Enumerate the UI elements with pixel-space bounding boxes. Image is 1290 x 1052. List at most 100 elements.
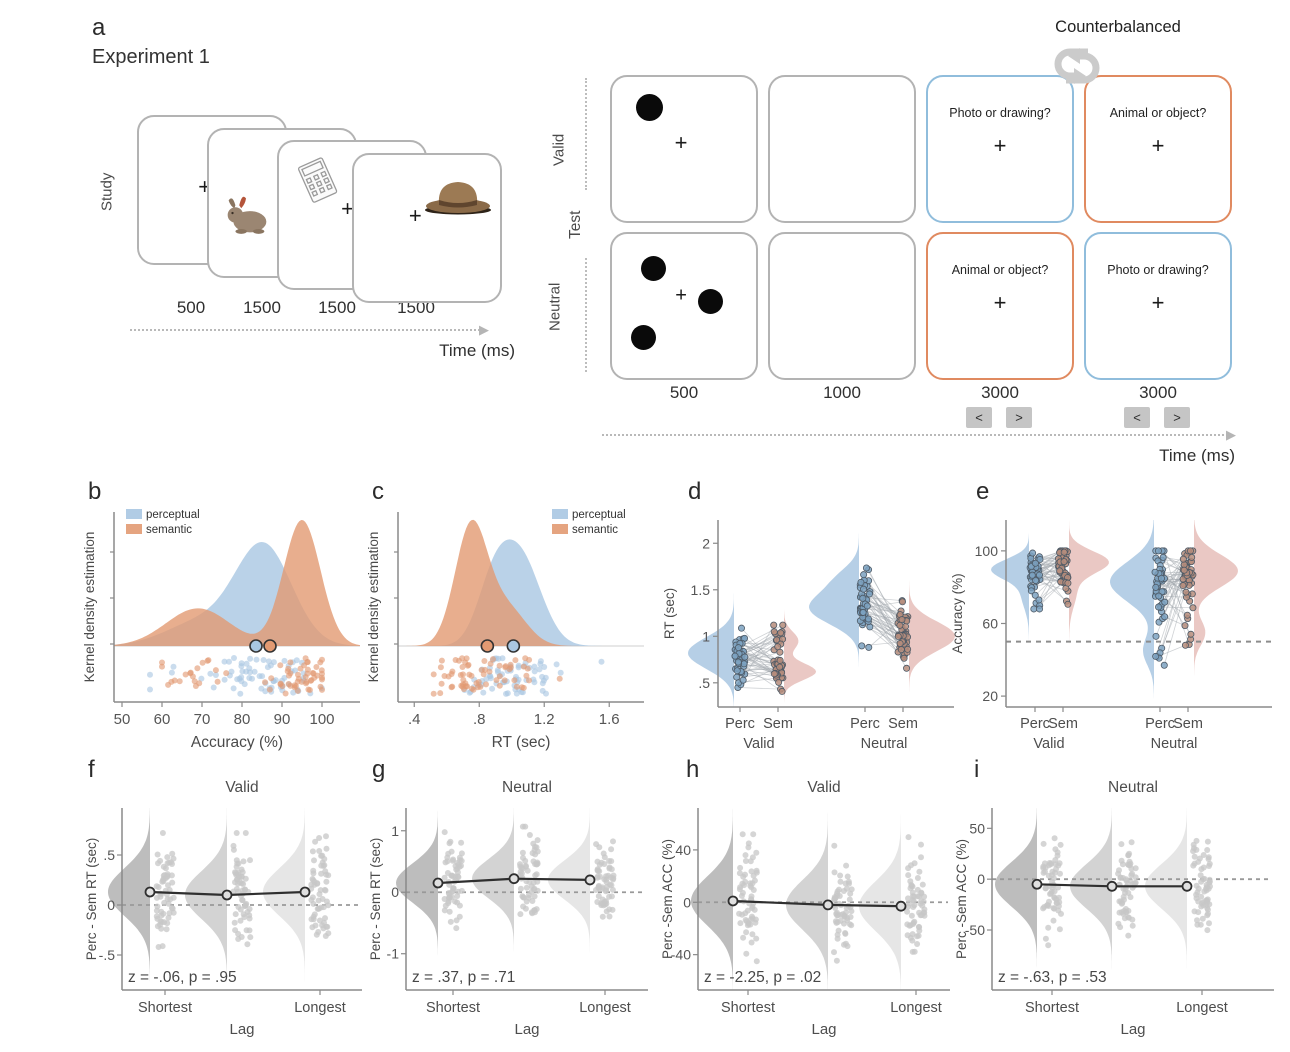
fixation-cross: + (408, 203, 422, 229)
svg-text:RT (sec): RT (sec) (662, 588, 677, 639)
svg-text:.8: .8 (473, 711, 486, 728)
svg-text:.5: .5 (698, 675, 710, 691)
counterbalanced-label: Counterbalanced (1055, 18, 1181, 36)
svg-text:.5: .5 (103, 847, 115, 863)
svg-text:z = -.06, p = .95: z = -.06, p = .95 (128, 969, 237, 986)
svg-text:Valid: Valid (1033, 736, 1064, 752)
key-right-icon: > (1164, 407, 1190, 428)
svg-text:0: 0 (977, 871, 985, 887)
test-time-2: 1000 (823, 383, 861, 402)
panel-f-chart: .5 0 -.5 Shortest Longest Lag Valid z = -.06, p… (84, 779, 362, 1038)
test-time-3: 3000 (981, 383, 1019, 402)
panel-h-letter: h (686, 756, 700, 783)
svg-text:Lag: Lag (514, 1021, 539, 1038)
svg-text:Sem: Sem (1048, 716, 1078, 732)
svg-text:Perc: Perc (725, 716, 755, 732)
fixation-cross: + (1151, 133, 1165, 159)
svg-text:1.5: 1.5 (691, 582, 711, 598)
test-time-axis (602, 434, 1228, 436)
panel-g-letter: g (372, 756, 386, 783)
svg-text:Perc - Sem RT (sec): Perc - Sem RT (sec) (84, 838, 99, 961)
hat-icon (424, 181, 491, 215)
task-question: Photo or drawing? (1107, 262, 1209, 277)
svg-text:-.5: -.5 (99, 947, 116, 963)
svg-text:50: 50 (114, 711, 131, 728)
svg-text:perceptual: perceptual (146, 509, 200, 521)
svg-text:20: 20 (982, 688, 998, 704)
panel-e-chart: 1006020PercSemValidPercSemNeutralAccurac… (950, 520, 1272, 752)
test-time-4: 3000 (1139, 383, 1177, 402)
svg-text:Longest: Longest (579, 1000, 631, 1016)
neutral-frame-blank (768, 232, 916, 380)
panel-a-letter: a (92, 14, 106, 41)
valid-frame-semantic-task: Animal or object? + (1084, 75, 1232, 223)
svg-text:Shortest: Shortest (1025, 1000, 1079, 1016)
neutral-frame-semantic-task: Animal or object? + (926, 232, 1074, 380)
svg-text:-1: -1 (387, 946, 400, 962)
panel-i-chart: 50 0 -50 Shortest Longest Lag Neutral z = -.63,… (954, 779, 1274, 1038)
neutral-row-label: Neutral (546, 282, 564, 332)
svg-text:Perc: Perc (1145, 716, 1175, 732)
experiment-title: Experiment 1 (92, 46, 210, 68)
study-time-2: 1500 (243, 298, 281, 317)
test-time-axis-label: Time (ms) (1159, 446, 1235, 465)
valid-frame-cue: + (610, 75, 758, 223)
svg-text:100: 100 (309, 711, 334, 728)
key-left-icon: < (1124, 407, 1150, 428)
svg-text:Lag: Lag (1120, 1021, 1145, 1038)
svg-text:Accuracy (%): Accuracy (%) (191, 734, 283, 751)
svg-text:Longest: Longest (890, 1000, 942, 1016)
rabbit-icon (227, 197, 267, 235)
cue-dot (698, 288, 724, 314)
fixation-cross: + (993, 133, 1007, 159)
test-time-1: 500 (669, 383, 699, 402)
panel-c-chart: .4 .8 1.2 1.6 RT (sec) Kernel density estimat… (366, 509, 644, 751)
svg-text:Neutral: Neutral (1151, 736, 1198, 752)
test-bracket-line (585, 258, 587, 372)
svg-text:Neutral: Neutral (861, 736, 908, 752)
svg-text:Sem: Sem (763, 716, 793, 732)
cue-dot (636, 94, 664, 122)
svg-text:Lag: Lag (229, 1021, 254, 1038)
svg-text:Sem: Sem (1173, 716, 1203, 732)
svg-text:80: 80 (234, 711, 251, 728)
svg-text:-40: -40 (671, 947, 691, 963)
valid-frame-perceptual-task: Photo or drawing? + (926, 75, 1074, 223)
fixation-cross: + (675, 284, 687, 307)
svg-text:40: 40 (675, 842, 691, 858)
test-label: Test (567, 210, 584, 240)
panel-e-letter: e (976, 478, 990, 505)
svg-text:1.2: 1.2 (534, 711, 555, 728)
task-question: Animal or object? (951, 262, 1049, 277)
cue-dot (630, 324, 656, 350)
svg-text:.4: .4 (408, 711, 421, 728)
svg-text:60: 60 (154, 711, 171, 728)
study-time-arrowhead-icon: ▶ (479, 322, 489, 337)
fixation-cross: + (993, 290, 1007, 316)
svg-text:RT (sec): RT (sec) (492, 734, 551, 751)
svg-text:0: 0 (391, 884, 399, 900)
task-question: Animal or object? (1109, 105, 1207, 120)
panel-i-letter: i (974, 756, 980, 783)
study-time-1: 500 (176, 298, 206, 317)
svg-text:z = -2.25, p = .02: z = -2.25, p = .02 (704, 969, 821, 986)
svg-text:Perc -Sem ACC (%): Perc -Sem ACC (%) (660, 839, 675, 959)
svg-text:Kernel density estimation: Kernel density estimation (82, 532, 97, 683)
test-bracket-line (585, 78, 587, 190)
svg-text:100: 100 (975, 543, 999, 559)
fixation-cross: + (1151, 290, 1165, 316)
valid-row-label: Valid (550, 133, 568, 167)
neutral-frame-perceptual-task: Photo or drawing? + (1084, 232, 1232, 380)
study-label: Study (98, 172, 116, 212)
svg-text:50: 50 (969, 820, 985, 836)
panel-h-chart: 40 0 -40 Shortest Longest Lag Valid z = -2.25, … (660, 779, 950, 1038)
svg-text:Perc: Perc (1020, 716, 1050, 732)
svg-text:Perc -Sem ACC (%): Perc -Sem ACC (%) (954, 839, 969, 959)
svg-text:Sem: Sem (888, 716, 918, 732)
svg-text:2: 2 (702, 535, 710, 551)
svg-text:90: 90 (274, 711, 291, 728)
svg-text:60: 60 (982, 615, 998, 631)
svg-text:70: 70 (194, 711, 211, 728)
svg-text:Shortest: Shortest (138, 1000, 192, 1016)
